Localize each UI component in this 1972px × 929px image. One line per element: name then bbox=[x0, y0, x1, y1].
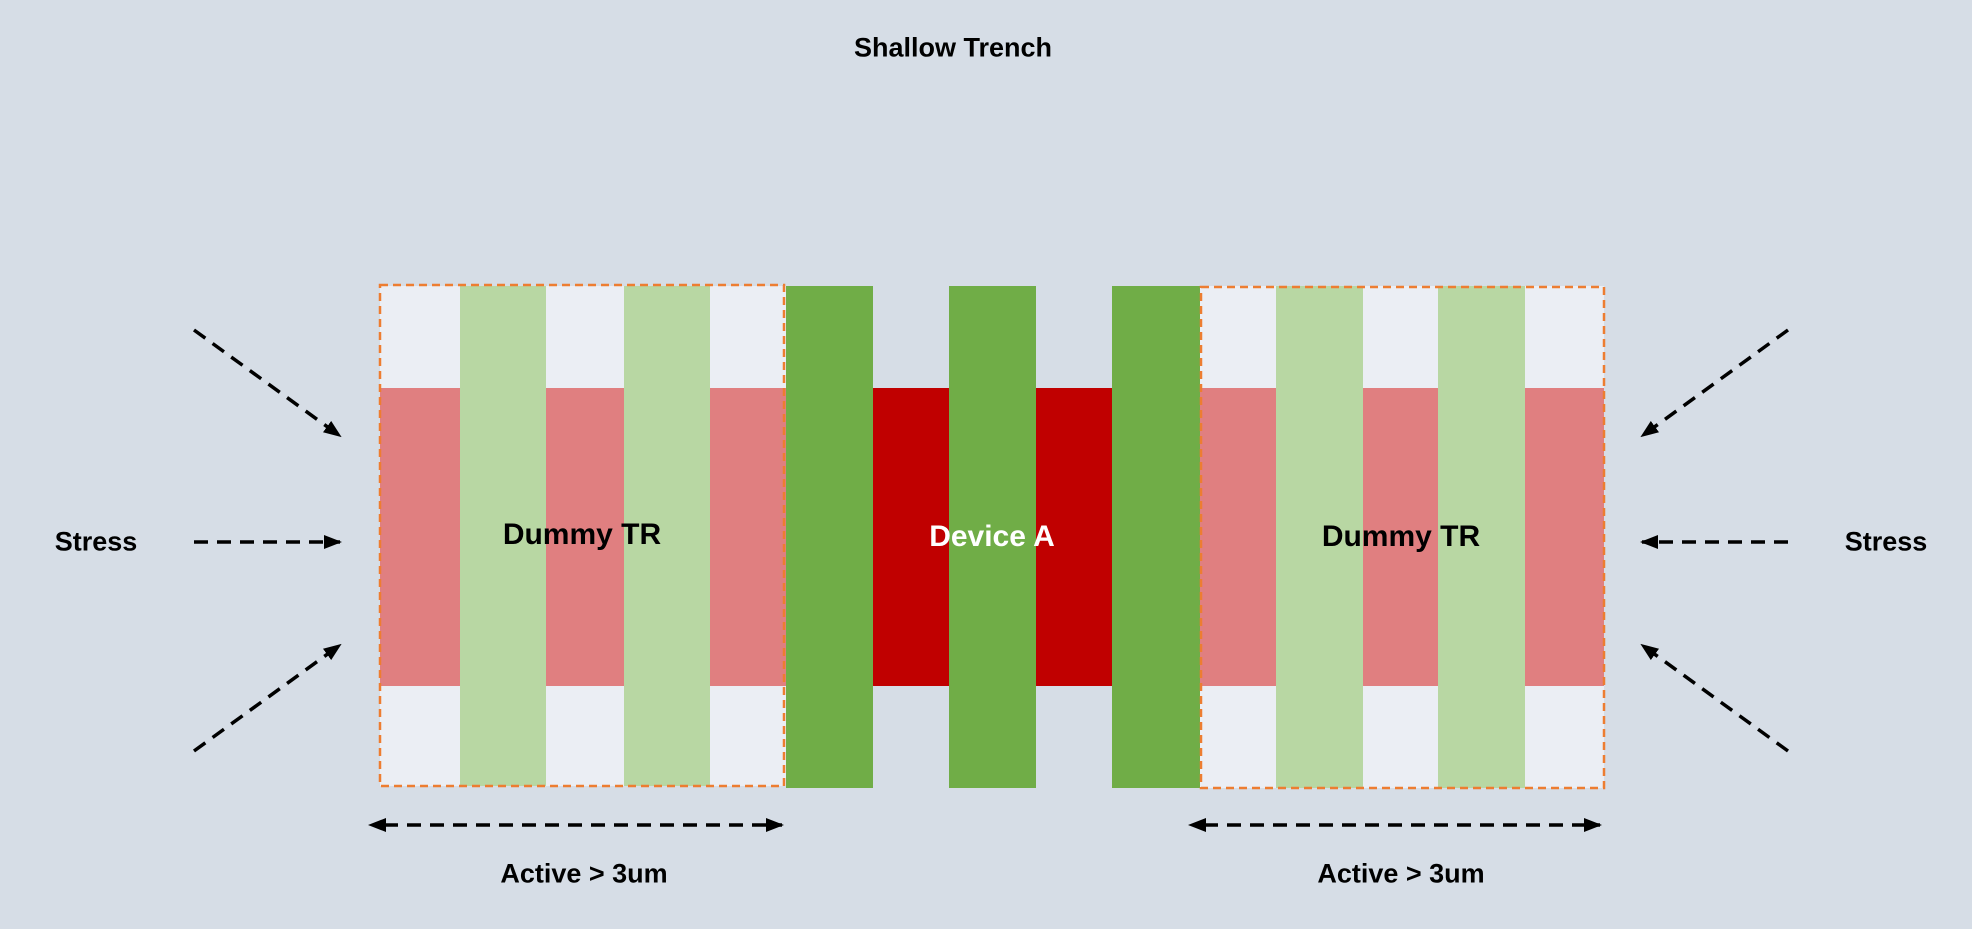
dummy-outline-right bbox=[1199, 285, 1606, 790]
dummy-gate-left-2 bbox=[624, 286, 710, 786]
dummy-gate-right-1 bbox=[1276, 286, 1363, 788]
dummy-tr-label-right: Dummy TR bbox=[1321, 520, 1481, 553]
stress-arrow-left-bottom bbox=[192, 643, 342, 753]
device-gate-2 bbox=[949, 286, 1036, 788]
stress-label-right: Stress bbox=[1844, 526, 1928, 557]
stress-arrow-right-bottom bbox=[1640, 643, 1790, 753]
stress-arrow-right-top bbox=[1640, 328, 1790, 438]
device-gate-1 bbox=[786, 286, 873, 788]
active-width-label-left: Active > 3um bbox=[500, 858, 668, 889]
stress-arrow-left-top bbox=[192, 328, 342, 438]
active-region-right bbox=[1200, 388, 1604, 686]
dummy-block-left bbox=[380, 286, 786, 786]
dummy-outline-left bbox=[378, 283, 786, 788]
dummy-tr-label-left: Dummy TR bbox=[502, 518, 662, 551]
dummy-gate-left-1 bbox=[460, 286, 546, 786]
device-block bbox=[786, 286, 1200, 788]
stress-label-left: Stress bbox=[54, 526, 138, 557]
active-region-left bbox=[380, 388, 786, 686]
device-a-label: Device A bbox=[929, 520, 1055, 553]
stress-arrows-right bbox=[1640, 328, 1790, 753]
diagram-title: Shallow Trench bbox=[853, 32, 1053, 63]
device-gate-3 bbox=[1112, 286, 1200, 788]
dummy-gate-right-2 bbox=[1438, 286, 1525, 788]
dummy-block-right bbox=[1200, 286, 1604, 788]
active-width-label-right: Active > 3um bbox=[1317, 858, 1485, 889]
stress-arrows-left bbox=[192, 328, 342, 753]
